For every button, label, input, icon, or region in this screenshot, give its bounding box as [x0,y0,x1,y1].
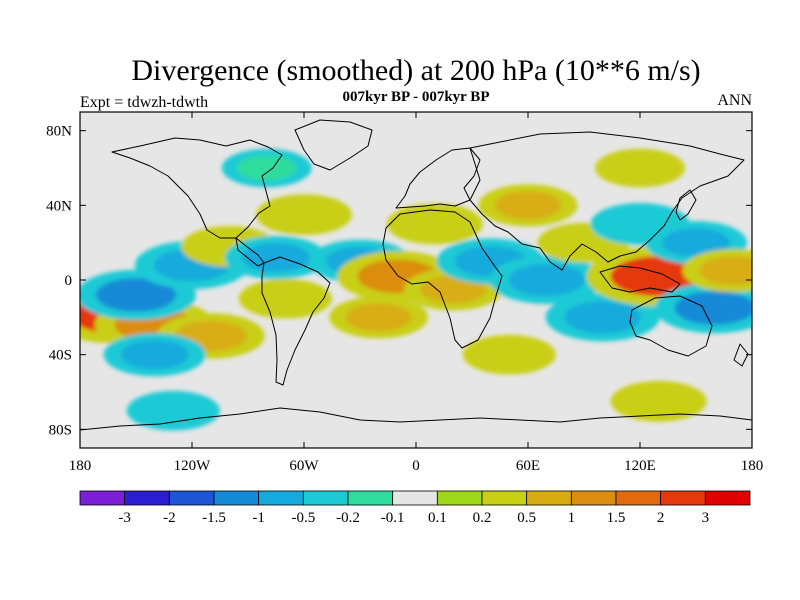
field-region [345,303,412,332]
field-region [610,155,670,181]
field-region [495,191,561,220]
colorbar-swatch [302,490,349,506]
field-region [142,397,205,424]
field-region [272,201,336,229]
colorbar-label: 1 [568,510,576,526]
antarctica-outline [80,407,752,431]
field-region [402,210,467,238]
axis-ticks [79,112,753,448]
australia-outline [629,295,713,357]
y-tick-label: 40N [46,198,72,214]
colorbar-label: -0.2 [336,510,360,526]
japan-outline [675,189,697,221]
field-region [508,264,585,296]
colorbar-label: -0.5 [291,510,315,526]
colorbar-swatch [704,490,751,506]
colorbar-swatch [168,490,215,506]
north-america-outline [111,137,283,239]
colorbar-swatch [79,490,126,506]
colorbar-swatch [660,490,706,506]
colorbar-swatch [615,490,662,506]
greenland-outline [294,119,373,171]
colorbar-label: 1.5 [607,510,626,526]
colorbar-swatch [570,490,617,506]
x-tick-label: 0 [412,458,420,474]
colorbar-label: -1.5 [202,510,226,526]
europe-outline [395,147,481,209]
field-region [236,155,297,181]
colorbar [79,490,751,506]
colorbar-swatch [258,490,304,506]
divergence-field [80,148,752,431]
colorbar-label: 0.2 [473,510,492,526]
colorbar-swatch [436,490,483,506]
y-tick-labels: 80N 40N 0 40S 80S [46,124,72,439]
colorbar-labels: -3 -2 -1.5 -1 -0.5 -0.2 -0.1 0.1 0.2 0.5 1 1.5 2 3 [118,510,709,526]
colorbar-label: 0.1 [428,510,447,526]
y-tick-label: 0 [65,273,73,289]
x-tick-label: 120E [624,458,656,474]
colorbar-swatch [124,490,170,506]
africa-outline [382,209,503,349]
colorbar-label: -3 [118,510,131,526]
asia-outline [469,131,745,271]
x-tick-label: 120W [174,458,212,474]
colorbar-swatch [481,490,528,506]
y-tick-label: 80N [46,124,72,140]
x-tick-label: 60E [516,458,540,474]
colorbar-swatch [526,490,572,506]
maritime-continent-outline [599,265,681,293]
colorbar-swatch [347,490,394,506]
subtitle-right: ANN [717,92,752,109]
colorbar-label: -1 [252,510,265,526]
field-region [674,291,752,325]
field-region [120,340,189,370]
new-zealand-outline [733,343,749,367]
x-tick-label: 60W [289,458,319,474]
continent-outlines [80,119,752,431]
colorbar-label: 0.5 [517,510,536,526]
colorbar-label: 2 [657,510,665,526]
field-region [564,301,641,334]
colorbar-swatch [392,490,438,506]
central-america-outline [235,237,265,267]
x-tick-label: 180 [69,458,92,474]
field-region [242,243,310,272]
x-tick-label: 180 [741,458,764,474]
field-region [96,278,176,312]
x-tick-labels: 180 120W 60W 0 60E 120E 180 [69,458,764,474]
field-region [662,228,730,258]
chart-title: Divergence (smoothed) at 200 hPa (10**6 … [131,54,700,87]
colorbar-label: -2 [163,510,176,526]
field-region [626,387,691,415]
y-tick-label: 40S [49,348,72,364]
south-america-outline [261,256,331,386]
colorbar-label: -0.1 [381,510,405,526]
y-tick-label: 80S [49,422,72,438]
subtitle-center: 007kyr BP - 007kyr BP [343,89,490,105]
field-region [610,256,707,297]
field-region [478,341,541,368]
colorbar-swatch [213,490,260,506]
field-region [699,256,752,286]
colorbar-label: 3 [702,510,710,526]
field-region [254,285,317,312]
subtitle-left: Expt = tdwzh-tdwth [80,94,208,111]
